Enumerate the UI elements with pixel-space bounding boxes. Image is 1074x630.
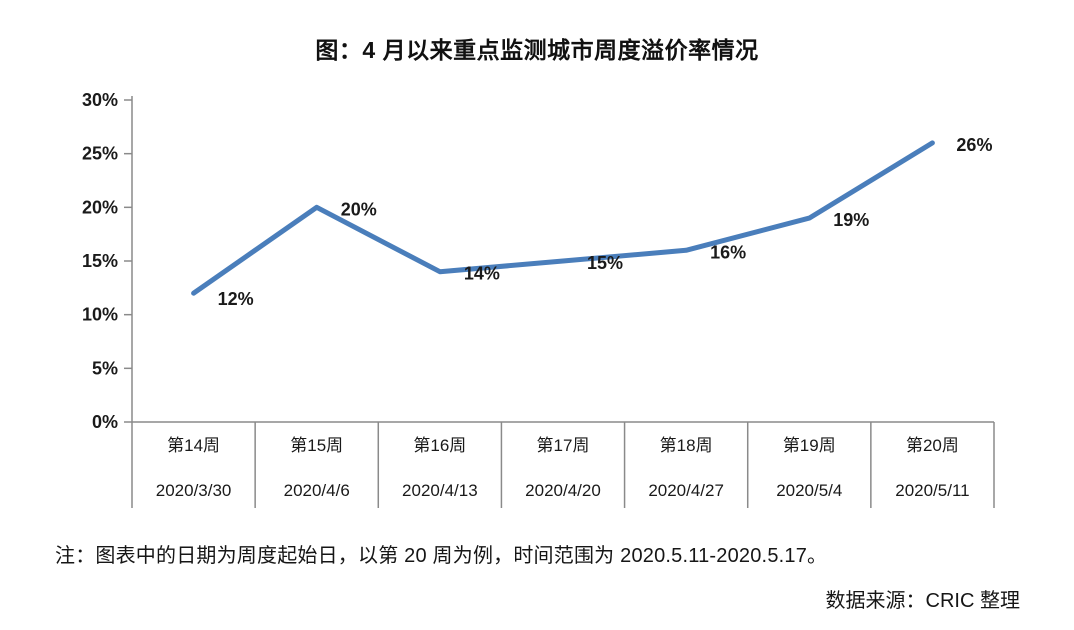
x-axis-week-label: 第18周 xyxy=(660,436,713,455)
y-axis-label: 15% xyxy=(82,251,118,271)
data-line xyxy=(191,140,935,296)
x-axis-week-label: 第19周 xyxy=(783,436,836,455)
y-axis-label: 25% xyxy=(82,144,118,164)
line-chart: 0% 5% 10% 15% 20% 25% 30% 第14周 2020/3/30 第15周 2020… xyxy=(0,70,1074,530)
x-axis-date-label: 2020/3/30 xyxy=(156,481,232,500)
data-point-label: 16% xyxy=(710,242,746,262)
x-axis-date-label: 2020/4/27 xyxy=(648,481,724,500)
x-axis-date-label: 2020/4/6 xyxy=(284,481,350,500)
x-axis-week-label: 第20周 xyxy=(906,436,959,455)
data-point-label: 12% xyxy=(218,289,254,309)
y-axis-label: 30% xyxy=(82,90,118,110)
y-axis-label: 0% xyxy=(92,412,118,432)
x-axis-week-label: 第16周 xyxy=(413,436,466,455)
data-point-label: 14% xyxy=(464,264,500,284)
x-axis-date-label: 2020/5/4 xyxy=(776,481,842,500)
y-axis-label: 10% xyxy=(82,305,118,325)
y-axis-label: 20% xyxy=(82,197,118,217)
x-axis-date-label: 2020/4/20 xyxy=(525,481,601,500)
x-axis-week-label: 第17周 xyxy=(537,436,590,455)
line-chart-svg: 0% 5% 10% 15% 20% 25% 30% 第14周 2020/3/30 第15周 2020… xyxy=(82,90,995,508)
data-point-label: 26% xyxy=(956,135,992,155)
data-source: 数据来源：CRIC 整理 xyxy=(825,590,1020,612)
data-point-label: 15% xyxy=(587,253,623,273)
footnote: 注：图表中的日期为周度起始日，以第 20 周为例，时间范围为 2020.5.11… xyxy=(55,545,828,567)
data-point-label: 20% xyxy=(341,199,377,219)
y-axis-label: 5% xyxy=(92,358,118,378)
x-axis-date-label: 2020/4/13 xyxy=(402,481,478,500)
x-axis-date-label: 2020/5/11 xyxy=(895,481,969,500)
data-point-label: 19% xyxy=(833,210,869,230)
x-axis-week-label: 第15周 xyxy=(290,436,343,455)
chart-title: 图：4 月以来重点监测城市周度溢价率情况 xyxy=(315,37,759,63)
x-axis-week-label: 第14周 xyxy=(167,436,220,455)
